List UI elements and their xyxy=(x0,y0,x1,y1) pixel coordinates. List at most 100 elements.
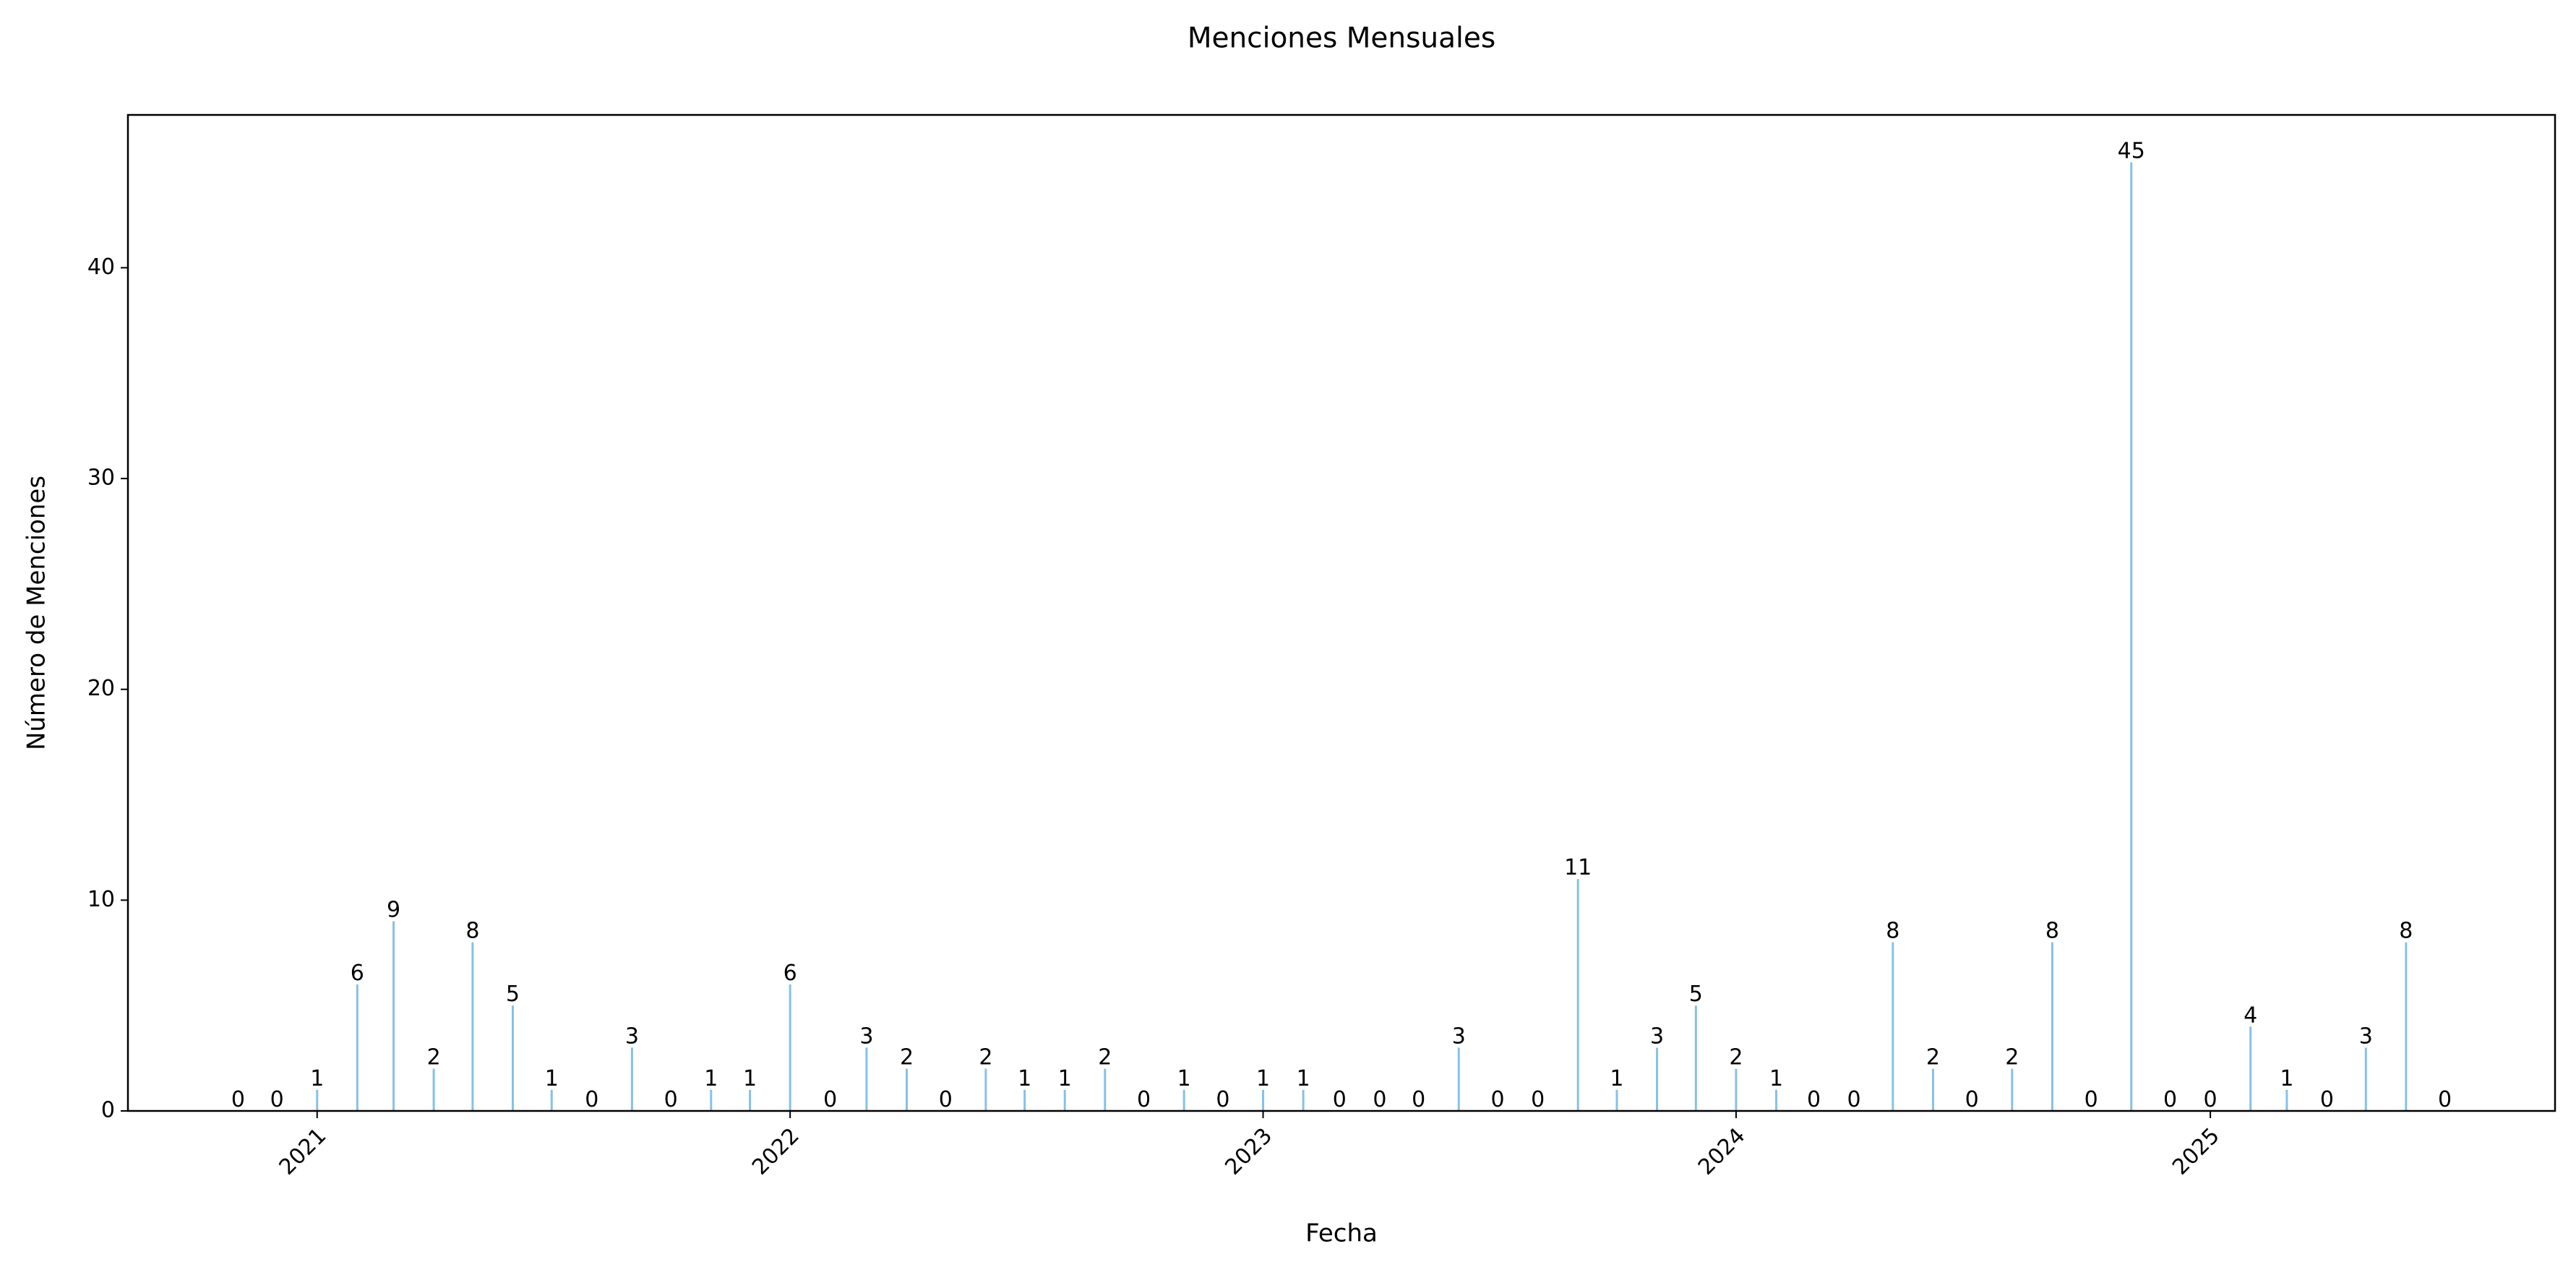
data-label: 0 xyxy=(823,1087,837,1112)
data-label: 1 xyxy=(704,1066,718,1091)
bar xyxy=(630,1047,633,1111)
bar xyxy=(1735,1068,1738,1111)
bar xyxy=(865,1047,868,1111)
data-label: 3 xyxy=(1452,1024,1466,1049)
data-label: 1 xyxy=(1256,1066,1270,1091)
bar xyxy=(2364,1047,2367,1111)
bar xyxy=(1104,1068,1107,1111)
bar xyxy=(1182,1089,1185,1111)
data-label: 5 xyxy=(1689,982,1703,1007)
y-tick-label: 10 xyxy=(87,887,115,912)
data-label: 0 xyxy=(1373,1087,1386,1112)
bar xyxy=(749,1089,752,1111)
bar xyxy=(2011,1068,2014,1111)
data-label: 0 xyxy=(2085,1087,2098,1112)
data-label: 1 xyxy=(1610,1066,1623,1091)
bar xyxy=(1892,942,1894,1111)
data-label: 1 xyxy=(1177,1066,1191,1091)
bar xyxy=(316,1089,319,1111)
data-label: 0 xyxy=(2163,1087,2177,1112)
data-label: 1 xyxy=(2280,1066,2293,1091)
y-tick-label: 20 xyxy=(87,676,115,701)
data-label: 3 xyxy=(1650,1024,1664,1049)
bar xyxy=(511,1005,514,1111)
data-label: 0 xyxy=(1490,1087,1504,1112)
data-label: 11 xyxy=(1564,855,1592,880)
bar xyxy=(432,1068,435,1111)
bar xyxy=(2051,942,2053,1111)
data-label: 5 xyxy=(506,982,520,1007)
bar xyxy=(1931,1068,1934,1111)
data-label: 0 xyxy=(585,1087,598,1112)
bar xyxy=(1302,1089,1305,1111)
data-label: 1 xyxy=(545,1066,559,1091)
bar xyxy=(550,1089,553,1111)
data-label: 8 xyxy=(465,919,479,944)
bar xyxy=(392,921,395,1111)
bar xyxy=(710,1089,713,1111)
bar xyxy=(789,984,791,1111)
data-label: 1 xyxy=(1297,1066,1310,1091)
bar xyxy=(2130,162,2133,1112)
y-tick-label: 0 xyxy=(101,1098,115,1123)
bar xyxy=(2249,1026,2252,1111)
bar xyxy=(1694,1005,1697,1111)
bar xyxy=(906,1068,909,1111)
data-label: 3 xyxy=(859,1024,873,1049)
data-label: 0 xyxy=(2320,1087,2334,1112)
bar xyxy=(1457,1047,1460,1111)
bar xyxy=(1576,879,1579,1111)
data-label: 1 xyxy=(1769,1066,1783,1091)
y-tick-label: 40 xyxy=(87,254,115,280)
data-label: 0 xyxy=(2204,1087,2217,1112)
bar xyxy=(2285,1089,2288,1111)
chart-title: Menciones Mensuales xyxy=(1188,22,1495,55)
data-label: 4 xyxy=(2244,1003,2257,1028)
data-label: 0 xyxy=(2438,1087,2452,1112)
data-label: 2 xyxy=(1926,1045,1940,1070)
data-label: 2 xyxy=(979,1045,992,1070)
data-label: 0 xyxy=(664,1087,678,1112)
data-label: 9 xyxy=(387,898,400,923)
data-label: 2 xyxy=(2005,1045,2019,1070)
data-label: 0 xyxy=(1965,1087,1979,1112)
bar xyxy=(984,1068,987,1111)
data-label: 2 xyxy=(900,1045,914,1070)
y-axis-label: Número de Menciones xyxy=(22,476,51,750)
bar xyxy=(471,942,474,1111)
bar xyxy=(1262,1089,1265,1111)
bar xyxy=(1063,1089,1066,1111)
data-label: 0 xyxy=(1807,1087,1821,1112)
bar xyxy=(1774,1089,1777,1111)
bar xyxy=(356,984,359,1111)
data-label: 0 xyxy=(270,1087,284,1112)
data-label: 0 xyxy=(1137,1087,1151,1112)
bar xyxy=(2405,942,2408,1111)
data-label: 2 xyxy=(1729,1045,1743,1070)
data-label: 45 xyxy=(2118,139,2145,164)
data-label: 0 xyxy=(939,1087,953,1112)
data-label: 3 xyxy=(2359,1024,2373,1049)
data-label: 0 xyxy=(1333,1087,1347,1112)
data-label: 3 xyxy=(625,1024,639,1049)
data-label: 6 xyxy=(351,961,364,986)
data-label: 0 xyxy=(1216,1087,1229,1112)
data-label: 8 xyxy=(2399,919,2413,944)
bar xyxy=(1023,1089,1026,1111)
bar xyxy=(1615,1089,1618,1111)
data-label: 8 xyxy=(2045,919,2059,944)
data-label: 1 xyxy=(1018,1066,1031,1091)
data-label: 0 xyxy=(1531,1087,1545,1112)
data-label: 2 xyxy=(427,1045,441,1070)
data-label: 1 xyxy=(743,1066,757,1091)
y-tick-label: 30 xyxy=(87,465,115,491)
data-label: 6 xyxy=(783,961,797,986)
data-label: 0 xyxy=(1847,1087,1861,1112)
data-label: 2 xyxy=(1098,1045,1112,1070)
data-label: 0 xyxy=(231,1087,245,1112)
data-label: 1 xyxy=(1058,1066,1072,1091)
data-label: 1 xyxy=(310,1066,324,1091)
